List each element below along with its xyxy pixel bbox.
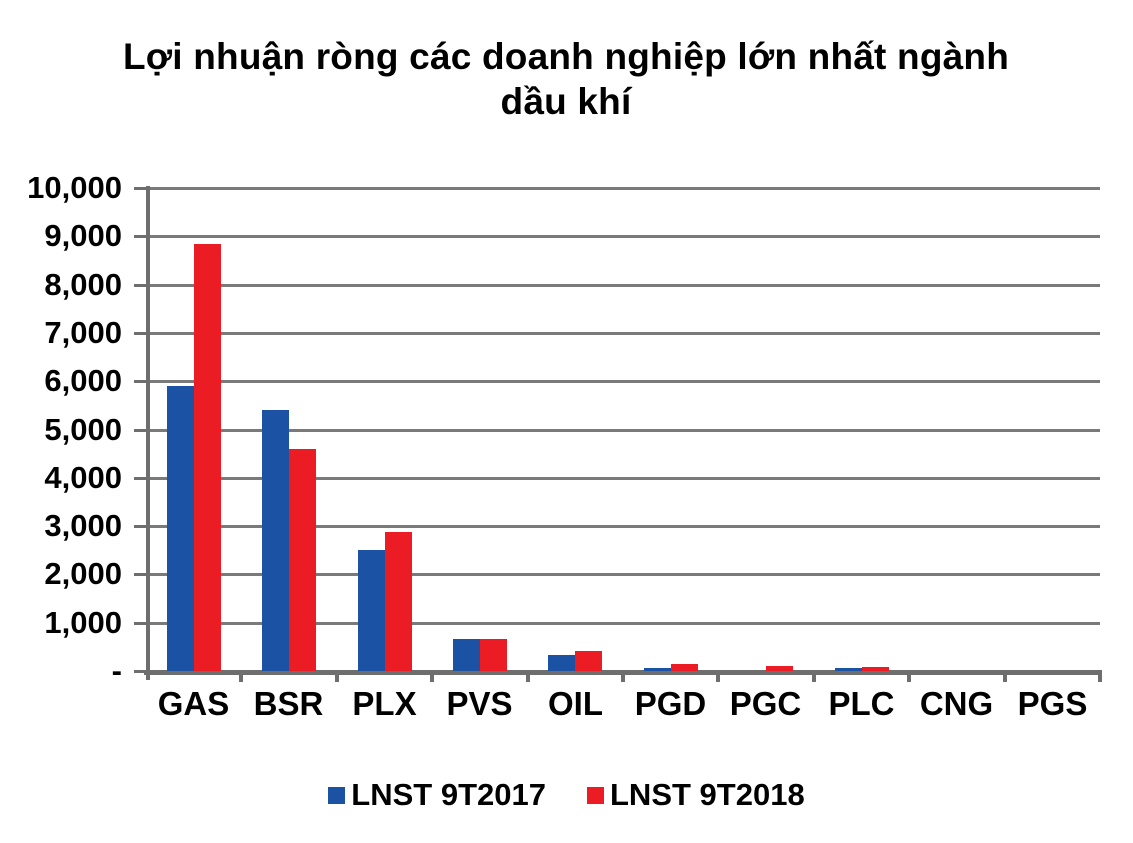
x-axis-tick <box>716 670 721 682</box>
y-axis-label-7000: 7,000 <box>44 314 122 350</box>
legend-swatch-icon <box>328 786 346 804</box>
x-axis-label-pgs: PGS <box>1017 685 1088 722</box>
legend-item-lnst-9t2017: LNST 9T2017 <box>328 777 546 813</box>
bar-plx-lnst-9t2018 <box>385 532 412 671</box>
y-axis-label-9000: 9,000 <box>44 218 122 254</box>
x-axis-tick <box>1098 670 1102 682</box>
legend-label: LNST 9T2017 <box>351 777 546 812</box>
y-axis-label-8000: 8,000 <box>44 266 122 302</box>
y-axis-label-6000: 6,000 <box>44 363 122 399</box>
y-axis-label-2000: 2,000 <box>44 556 122 592</box>
x-axis-tick <box>621 670 625 682</box>
legend-item-lnst-9t2018: LNST 9T2018 <box>587 777 805 813</box>
x-axis-label-plx: PLX <box>352 685 417 722</box>
bar-pvs-lnst-9t2017 <box>453 639 480 671</box>
bar-pgd-lnst-9t2017 <box>644 668 671 671</box>
y-axis-tick-8000 <box>134 283 146 287</box>
gridline-5000 <box>146 428 1100 432</box>
gridline-9000 <box>146 235 1100 239</box>
y-axis-tick-7000 <box>134 331 146 335</box>
y-axis-tick-6000 <box>134 380 146 384</box>
legend-swatch-icon <box>587 786 604 804</box>
chart-legend: LNST 9T2017 LNST 9T2018 <box>0 777 1133 813</box>
x-axis-label-plc: PLC <box>828 685 895 722</box>
gridline-6000 <box>146 380 1100 384</box>
y-axis-tick-4000 <box>134 476 146 480</box>
bar-plx-lnst-9t2017 <box>358 550 385 671</box>
chart-title: Lợi nhuận ròng các doanh nghiệp lớn nhất… <box>122 36 1010 123</box>
x-axis-tick <box>430 670 435 682</box>
bar-bsr-lnst-9t2018 <box>289 449 316 671</box>
x-axis-label-pgd: PGD <box>634 685 707 722</box>
bar-plc-lnst-9t2017 <box>835 668 862 671</box>
bar-pgd-lnst-9t2018 <box>671 664 698 671</box>
bar-oil-lnst-9t2018 <box>575 651 602 671</box>
gridline-4000 <box>146 476 1100 480</box>
bar-pgc-lnst-9t2018 <box>766 666 793 671</box>
y-axis-label-4000: 4,000 <box>44 459 122 495</box>
gridline-1000 <box>146 621 1100 625</box>
gridline-3000 <box>146 525 1100 529</box>
bar-plc-lnst-9t2018 <box>862 667 889 671</box>
x-axis-label-pgc: PGC <box>729 685 802 722</box>
y-axis-label-0: - <box>111 653 122 688</box>
x-axis-tick <box>907 670 912 682</box>
x-axis-label-cng: CNG <box>919 685 994 722</box>
y-axis-tick-0 <box>134 670 146 673</box>
bar-bsr-lnst-9t2017 <box>262 410 289 671</box>
x-axis-label-oil: OIL <box>548 685 603 722</box>
bar-gas-lnst-9t2018 <box>194 244 221 671</box>
y-axis-tick-3000 <box>134 525 146 529</box>
gridline-7000 <box>146 331 1100 335</box>
x-axis-tick <box>334 670 339 682</box>
x-axis-label-gas: GAS <box>157 685 230 722</box>
y-axis-label-1000: 1,000 <box>44 604 122 640</box>
bar-gas-lnst-9t2017 <box>167 386 194 671</box>
y-axis-label-10000: 10,000 <box>27 170 122 205</box>
bar-pvs-lnst-9t2018 <box>480 639 507 671</box>
y-axis-line <box>146 186 150 680</box>
x-axis-tick <box>525 670 530 682</box>
gridline-10000 <box>146 187 1100 190</box>
legend-label: LNST 9T2018 <box>610 777 805 812</box>
x-axis-label-bsr: BSR <box>253 685 324 722</box>
gridline-2000 <box>146 573 1100 577</box>
y-axis-tick-10000 <box>134 187 146 190</box>
y-axis-label-3000: 3,000 <box>44 508 122 544</box>
y-axis-tick-2000 <box>134 573 146 577</box>
x-axis-label-pvs: PVS <box>446 685 513 722</box>
y-axis-tick-1000 <box>134 621 146 625</box>
x-axis-tick <box>811 670 816 682</box>
x-axis-tick <box>239 670 244 682</box>
y-axis-label-5000: 5,000 <box>44 411 122 447</box>
gridline-8000 <box>146 283 1100 287</box>
y-axis-tick-5000 <box>134 428 146 432</box>
y-axis-tick-9000 <box>134 235 146 239</box>
x-axis-tick <box>1002 670 1007 682</box>
bar-oil-lnst-9t2017 <box>548 655 575 671</box>
